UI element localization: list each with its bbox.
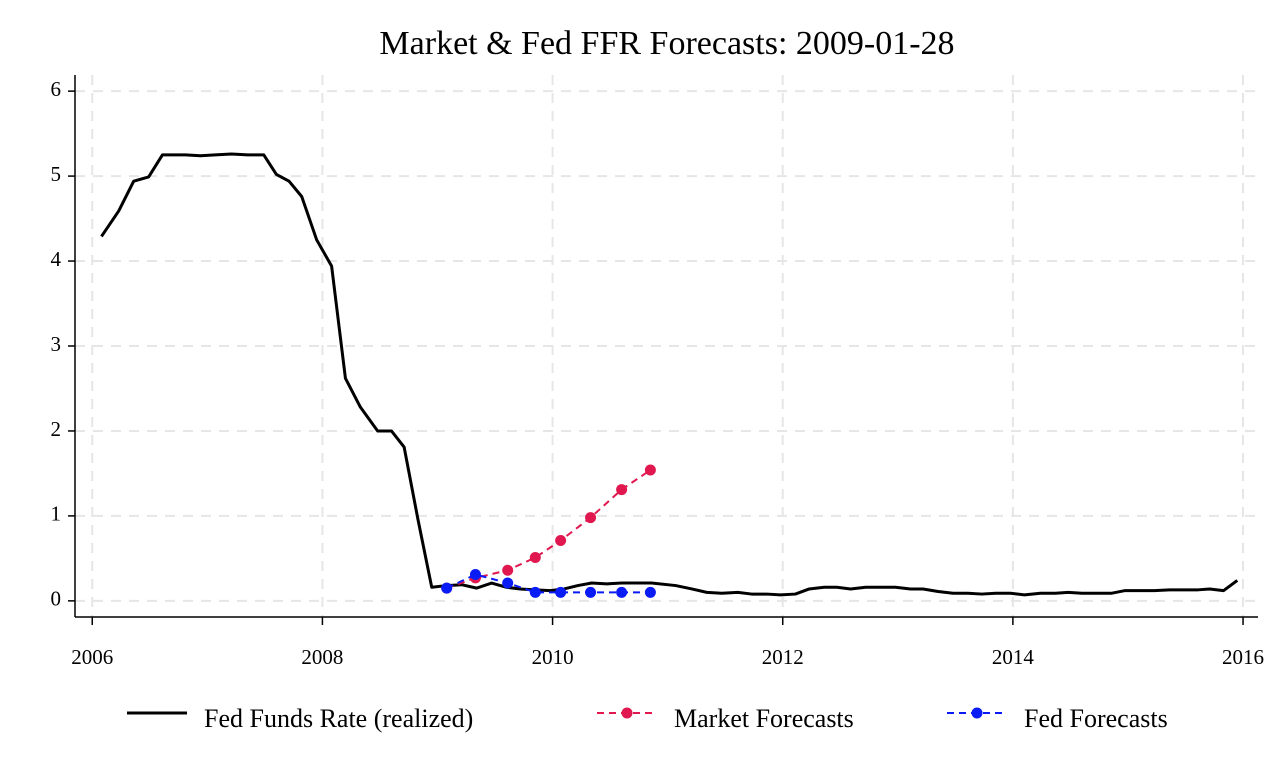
series-line — [446, 573, 651, 594]
legend-label: Fed Forecasts — [1024, 704, 1168, 733]
x-tick-label: 2012 — [762, 645, 804, 669]
x-tick-label: 2008 — [301, 645, 343, 669]
data-point — [616, 484, 628, 496]
data-point — [529, 586, 541, 598]
legend-marker — [971, 707, 983, 719]
data-point — [555, 586, 567, 598]
x-tick-label: 2006 — [71, 645, 113, 669]
y-tick-label: 3 — [51, 332, 62, 356]
legend-marker — [621, 707, 633, 719]
x-tick-label: 2016 — [1222, 645, 1264, 669]
data-point — [585, 512, 597, 524]
data-point — [469, 569, 481, 581]
data-point — [555, 535, 567, 547]
legend-label: Fed Funds Rate (realized) — [204, 704, 473, 733]
y-tick-label: 1 — [51, 502, 62, 526]
x-tick-label: 2010 — [532, 645, 574, 669]
data-point — [441, 582, 453, 594]
chart-title: Market & Fed FFR Forecasts: 2009-01-28 — [379, 25, 954, 62]
legend-label: Market Forecasts — [674, 704, 854, 733]
y-tick-label: 0 — [51, 587, 62, 611]
y-tick-label: 2 — [51, 417, 62, 441]
x-tick-label: 2014 — [992, 645, 1035, 669]
data-point — [502, 564, 514, 576]
series-line — [100, 152, 1239, 597]
y-tick-label: 6 — [51, 77, 62, 101]
y-tick-label: 4 — [51, 247, 62, 271]
data-point — [502, 577, 514, 589]
data-point — [585, 586, 597, 598]
data-point — [529, 552, 541, 564]
data-point — [616, 586, 628, 598]
data-point — [644, 586, 656, 598]
data-point — [644, 464, 656, 476]
y-tick-label: 5 — [51, 162, 62, 186]
